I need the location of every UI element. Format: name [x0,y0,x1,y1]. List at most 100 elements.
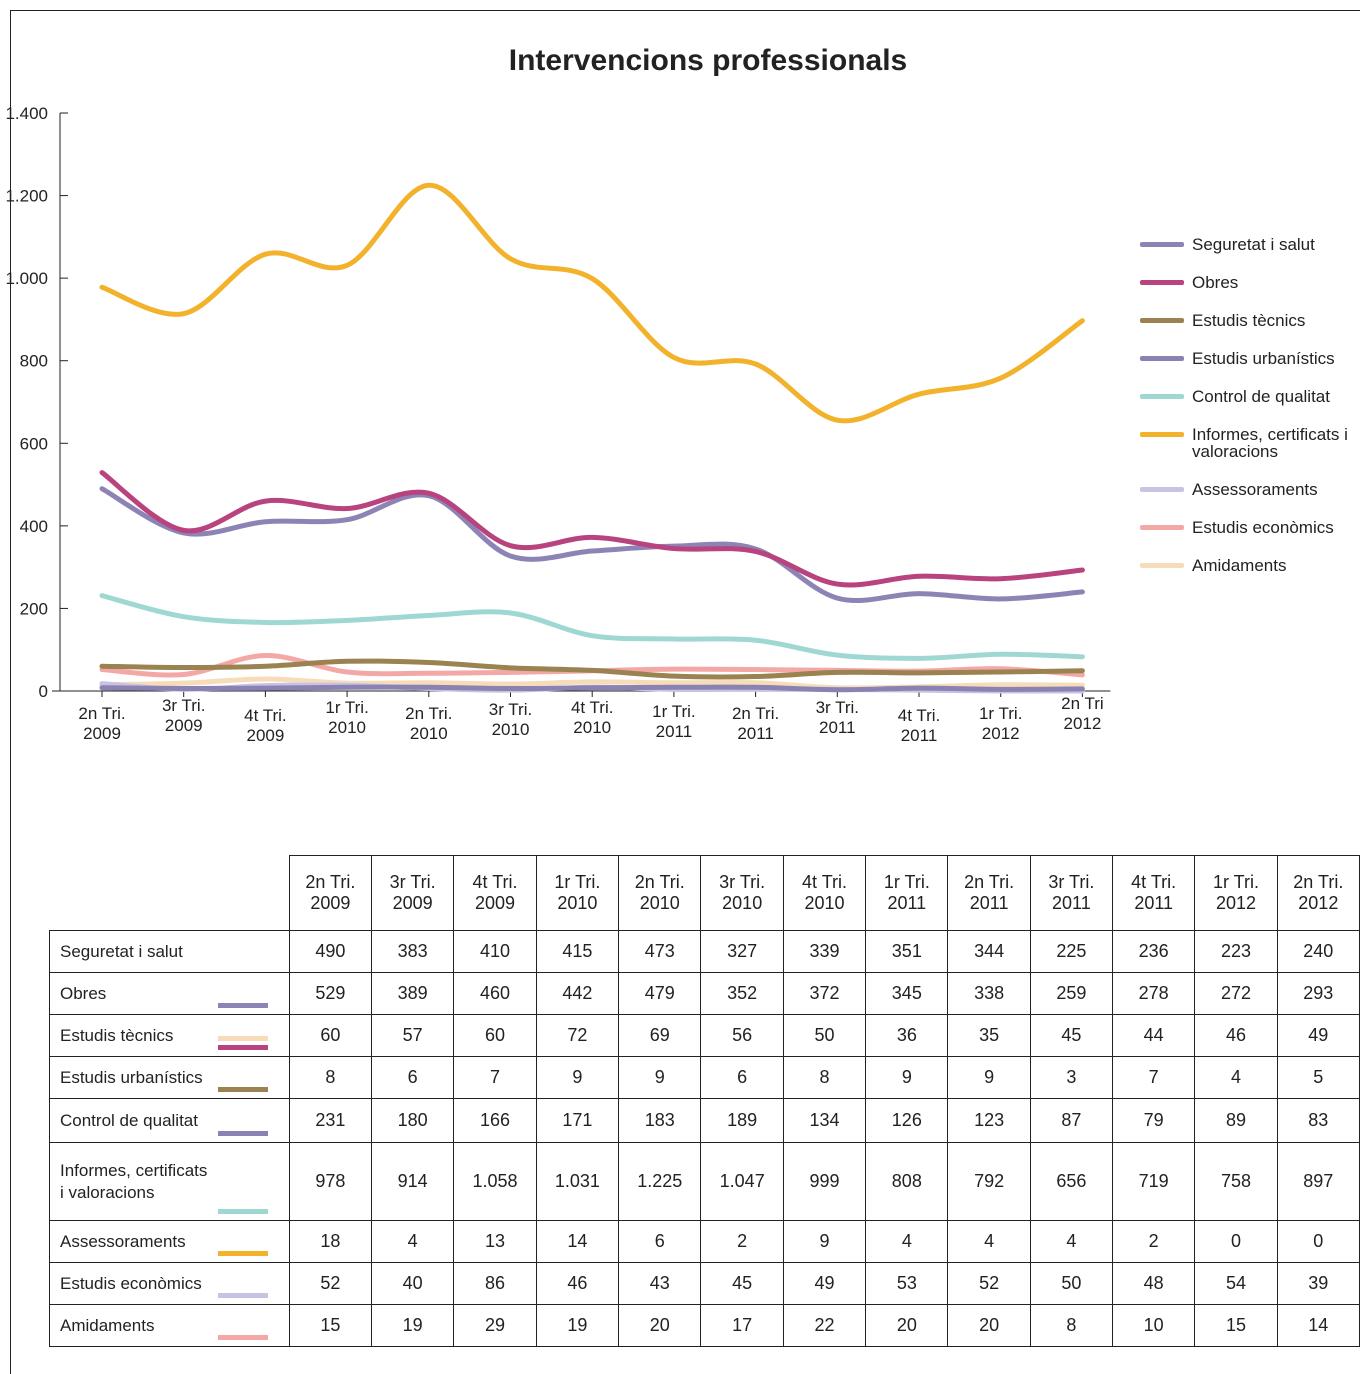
table-cell: 83 [1276,1098,1360,1143]
x-tick-label: 3r Tri. 2009 [162,696,205,735]
row-label-cell: Obres [49,972,290,1015]
table-cell: 410 [453,930,537,973]
table-cell: 0 [1194,1220,1278,1263]
legend-entry: Obres [1140,274,1360,291]
y-tick-label: 400 [20,517,48,536]
table-cell: 236 [1112,930,1196,973]
table-cell: 20 [865,1304,949,1347]
y-tick-label: 1.400 [5,104,48,123]
x-tick-line: 2009 [246,726,284,745]
table-cell: 44 [1112,1014,1196,1057]
table-cell: 46 [535,1262,620,1305]
row-swatch [218,1251,268,1256]
table-cell: 7 [453,1056,537,1099]
legend-swatch [1140,280,1184,285]
x-tick-line: 3r Tri. [489,700,532,719]
table-cell: 49 [1276,1014,1360,1057]
header-line: 2011 [1052,893,1091,913]
row-label: Obres [60,983,107,1003]
table-cell: 490 [288,930,373,973]
header-cell: 1r Tri. 2011 [865,855,949,931]
header-cell: 3r Tri. 2010 [700,855,784,931]
x-tick-line: 1r Tri. [652,702,695,721]
header-cell: 4t Tri. 2011 [1112,855,1196,931]
x-tick-label: 3r Tri. 2011 [816,698,859,737]
table-cell: 792 [947,1142,1031,1221]
table-cell: 9 [535,1056,620,1099]
table-cell: 351 [865,930,949,973]
y-tick-label: 600 [20,434,48,453]
x-tick-label: 2n Tri. 2011 [732,704,779,743]
table-cell: 9 [618,1056,702,1099]
table-row: Amidaments 15 19 29 19 20 17 22 20 20 8 10 15 14 [49,1304,1360,1347]
legend-label: Obres [1192,273,1239,292]
row-label-cell: Control de qualitat [49,1098,290,1143]
row-swatch [218,1209,268,1214]
header-row: 2n Tri. 2009 3r Tri. 2009 4t Tri. 2009 1r Tri.… [49,855,1360,931]
x-tick-label: 4t Tri. 2010 [571,698,614,737]
legend-swatch [1140,563,1184,568]
table-cell: 87 [1029,1098,1114,1143]
table-cell: 4 [865,1220,949,1263]
header-cell: 2n Tri. 2012 [1276,855,1360,931]
legend-swatch [1140,318,1184,323]
legend-entry: Control de qualitat [1140,388,1360,405]
table-cell: 6 [700,1056,784,1099]
table-cell: 123 [947,1098,1031,1143]
row-swatch [218,1131,268,1136]
line-series [99,470,1085,588]
legend-swatch [1140,525,1184,530]
table-cell: 15 [1194,1304,1278,1347]
header-cell: 2n Tri. 2009 [288,855,373,931]
header-line: 2012 [1298,893,1339,913]
legend-label: Assessoraments [1192,480,1318,499]
table-cell: 272 [1194,972,1278,1015]
table-cell: 43 [618,1262,702,1305]
frame-top [10,10,1360,11]
x-tick-line: 2012 [982,724,1020,743]
header-cell: 1r Tri. 2010 [535,855,620,931]
header-line: 2009 [474,893,516,913]
table-cell: 17 [700,1304,784,1347]
table-cell: 1.047 [700,1142,784,1221]
x-tick-line: 4t Tri. [571,698,614,717]
table-cell: 13 [453,1220,537,1263]
line-series [99,182,1085,424]
row-swatch [218,1087,268,1092]
y-tick-label: 200 [20,599,48,618]
x-tick-line: 4t Tri. [898,706,941,725]
table-cell: 6 [370,1056,455,1099]
table-cell: 914 [370,1142,455,1221]
y-tick-label: 1.200 [5,187,48,206]
table-row: Obres 529 389 460 442 479 352 372 345 338 259 278 27… [49,972,1360,1015]
table-cell: 20 [947,1304,1031,1347]
table-cell: 14 [1276,1304,1360,1347]
table-cell: 383 [370,930,455,973]
data-table: 2n Tri. 2009 3r Tri. 2009 4t Tri. 2009 1r Tri.… [49,855,1360,1347]
x-tick-line: 2010 [328,718,366,737]
table-cell: 225 [1029,930,1114,973]
legend-entry: Estudis tècnics [1140,312,1360,329]
x-tick-label: 4t Tri. 2009 [244,706,287,745]
table-cell: 1.225 [618,1142,702,1221]
x-tick-line: 2011 [737,724,774,743]
x-tick-line: 3r Tri. [162,696,205,715]
table-cell: 9 [865,1056,949,1099]
x-tick-line: 2n Tri. [78,704,125,723]
table-row: Estudis urbanístics 8 6 7 9 9 6 8 9 9 3 7 4 5 [49,1056,1360,1099]
table-cell: 69 [618,1014,702,1057]
table-cell: 231 [288,1098,373,1143]
x-tick-line: 3r Tri. [816,698,859,717]
row-label-cell: Estudis econòmics [49,1262,290,1305]
row-label-cell: Amidaments [49,1304,290,1347]
x-tick-line: 2011 [901,726,938,745]
legend-entry: Seguretat i salut [1140,236,1360,253]
table-cell: 60 [453,1014,537,1057]
table-cell: 372 [782,972,867,1015]
table-cell: 45 [1029,1014,1114,1057]
table-cell: 4 [370,1220,455,1263]
legend-entry: Assessoraments [1140,481,1360,498]
table-cell: 22 [782,1304,867,1347]
table-cell: 808 [865,1142,949,1221]
table-cell: 8 [288,1056,373,1099]
